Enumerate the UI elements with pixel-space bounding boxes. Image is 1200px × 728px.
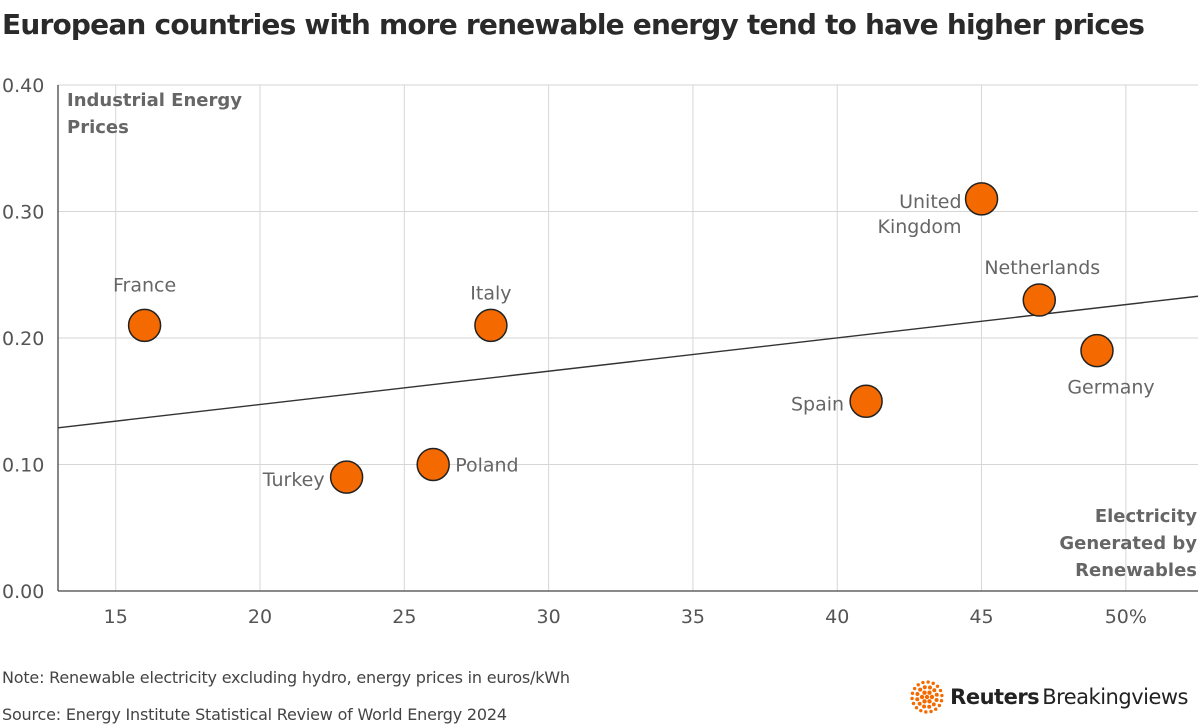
point-label-spain: Spain xyxy=(791,393,844,415)
point-turkey xyxy=(329,460,364,494)
logo-dot xyxy=(934,697,939,702)
logo-dot xyxy=(922,704,927,709)
point-netherlands xyxy=(1022,283,1057,317)
logo-dot xyxy=(940,699,944,703)
logo-dot xyxy=(919,708,923,713)
logo-dot xyxy=(940,693,944,698)
logo-dot xyxy=(937,703,942,708)
x-axis-title: Renewables xyxy=(1075,560,1197,581)
x-tick-label: 45 xyxy=(969,606,993,628)
y-axis-title: Prices xyxy=(67,117,129,138)
y-tick-label: 0.10 xyxy=(2,455,44,477)
point-label-netherlands: Netherlands xyxy=(984,257,1100,279)
point-label-france: France xyxy=(113,274,176,296)
reuters-dot-logo-icon xyxy=(910,680,944,714)
axes: 0.00 0.10 0.20 0.30 0.40 15 20 25 30 35 40 45 50% xyxy=(2,75,1198,628)
logo-dot xyxy=(918,687,923,692)
logo-dot xyxy=(913,686,917,691)
x-tick-label: 50% xyxy=(1105,606,1147,628)
logo-dot xyxy=(938,688,943,693)
logo-dot xyxy=(919,694,925,700)
logo-dot xyxy=(916,683,921,687)
logo-dot xyxy=(922,699,927,704)
x-tick-label: 40 xyxy=(825,606,849,628)
reuters-breakingviews-logo: Reuters Breakingviews xyxy=(910,680,1188,714)
point-label-poland: Poland xyxy=(455,455,518,477)
logo-dot xyxy=(935,684,940,688)
logo-dot xyxy=(915,692,920,697)
x-tick-label: 20 xyxy=(248,606,272,628)
points: France Turkey Poland Italy Spain United Kingdo… xyxy=(113,182,1155,494)
logo-product: Breakingviews xyxy=(1042,685,1188,709)
scatter-chart: 0.00 0.10 0.20 0.30 0.40 15 20 25 30 35 40 45 50% Fr… xyxy=(2,75,1199,628)
logo-dot xyxy=(932,688,937,693)
x-tick-label: 35 xyxy=(681,606,705,628)
point-label-turkey: Turkey xyxy=(262,469,325,491)
point-france xyxy=(127,308,162,343)
y-tick-label: 0.40 xyxy=(2,75,44,97)
logo-dot xyxy=(910,696,914,701)
logo-dot xyxy=(928,685,933,690)
x-tick-label: 15 xyxy=(104,606,128,628)
logo-brand: Reuters xyxy=(950,685,1040,709)
logo-dot xyxy=(922,690,927,695)
x-tick-label: 25 xyxy=(392,606,416,628)
logo-dot xyxy=(927,699,932,704)
y-axis-title: Industrial Energy xyxy=(67,90,242,111)
logo-dot xyxy=(921,680,925,685)
logo-dot xyxy=(929,694,935,700)
point-label-united-kingdom: United xyxy=(899,191,961,213)
logo-dot xyxy=(911,701,916,706)
logo-dot xyxy=(910,691,915,695)
logo-dot xyxy=(931,702,936,707)
x-axis-title: Generated by xyxy=(1059,533,1197,554)
point-label-italy: Italy xyxy=(470,282,511,304)
logo-dot xyxy=(924,694,930,700)
point-poland xyxy=(416,447,450,482)
point-united-kingdom xyxy=(964,182,999,216)
point-spain xyxy=(849,384,883,418)
logo-dot xyxy=(927,690,932,695)
trendline xyxy=(57,295,1199,429)
y-tick-label: 0.20 xyxy=(2,328,44,350)
chart-note: Note: Renewable electricity excluding hy… xyxy=(2,668,570,687)
logo-dot xyxy=(922,685,927,690)
grid xyxy=(58,84,1198,591)
chart-source: Source: Energy Institute Statistical Rev… xyxy=(2,705,507,724)
point-label-germany: Germany xyxy=(1067,377,1154,399)
logo-dot xyxy=(914,706,919,710)
point-label-united-kingdom: Kingdom xyxy=(877,216,961,238)
logo-dot xyxy=(915,697,920,702)
logo-dot xyxy=(929,709,933,714)
x-tick-label: 30 xyxy=(537,606,561,628)
x-axis-title: Electricity xyxy=(1095,506,1197,527)
chart-title: European countries with more renewable e… xyxy=(2,8,1145,41)
y-tick-label: 0.30 xyxy=(2,202,44,224)
y-tick-label: 0.00 xyxy=(2,581,44,603)
point-germany xyxy=(1080,333,1114,368)
logo-dot xyxy=(934,707,938,711)
logo-dot xyxy=(927,704,932,709)
logo-dot xyxy=(917,701,922,706)
logo-dot xyxy=(924,710,928,714)
trendline-layer xyxy=(57,295,1199,429)
logo-dot xyxy=(934,692,939,697)
logo-dot xyxy=(931,681,936,686)
axis-titles: Industrial Energy Prices Electricity Genera… xyxy=(67,90,1197,581)
point-italy xyxy=(474,308,508,343)
logo-dot xyxy=(926,680,931,684)
